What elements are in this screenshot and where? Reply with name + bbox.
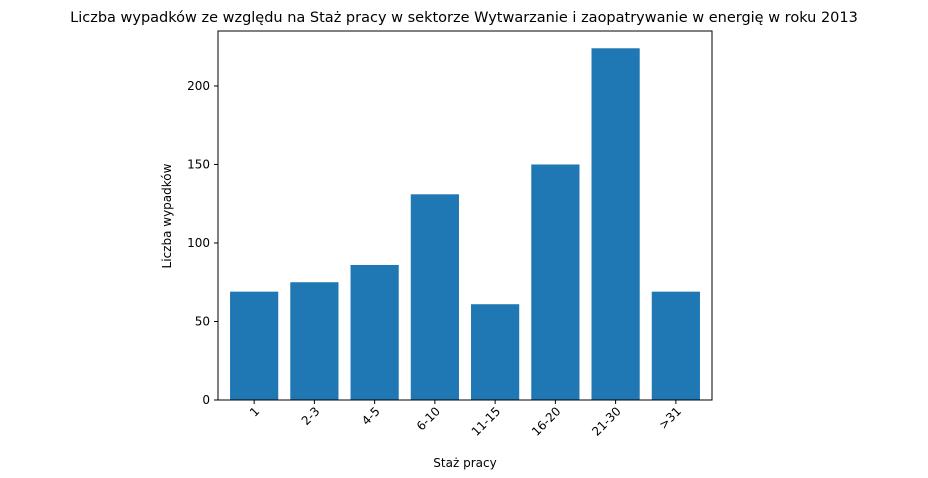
x-tick-label: 21-30 [589,404,624,439]
x-tick-label: 2-3 [299,404,323,428]
bar->31 [651,291,700,400]
x-axis-label: Staż pracy [433,456,496,470]
x-tick-label: 6-10 [414,404,443,433]
x-tick-label: 16-20 [529,404,564,439]
bar-1 [230,291,279,400]
y-tick-label: 200 [187,79,210,93]
y-tick-label: 50 [195,314,210,328]
bar-6-10 [410,194,459,400]
chart-title: Liczba wypadków ze względu na Staż pracy… [70,10,858,26]
y-tick-label: 0 [202,393,210,407]
x-tick-label: 1 [247,404,262,419]
bar-11-15 [471,304,520,400]
y-tick-label: 150 [187,157,210,171]
plot-area: 1 2-3 4-5 6-10 11-15 16-20 21-30 >31 0 50 100 150 20… [187,30,713,439]
x-tick-label: 11-15 [469,404,504,439]
bar-16-20 [531,164,580,400]
x-tick-label: 4-5 [359,404,383,428]
plot-frame [217,30,713,401]
bar-2-3 [290,282,339,400]
x-tick-label: >31 [656,404,684,432]
y-tick-label: 100 [187,236,210,250]
y-axis-label: Liczba wypadków [160,163,174,268]
bar-4-5 [350,264,399,400]
bar-21-30 [591,48,640,401]
